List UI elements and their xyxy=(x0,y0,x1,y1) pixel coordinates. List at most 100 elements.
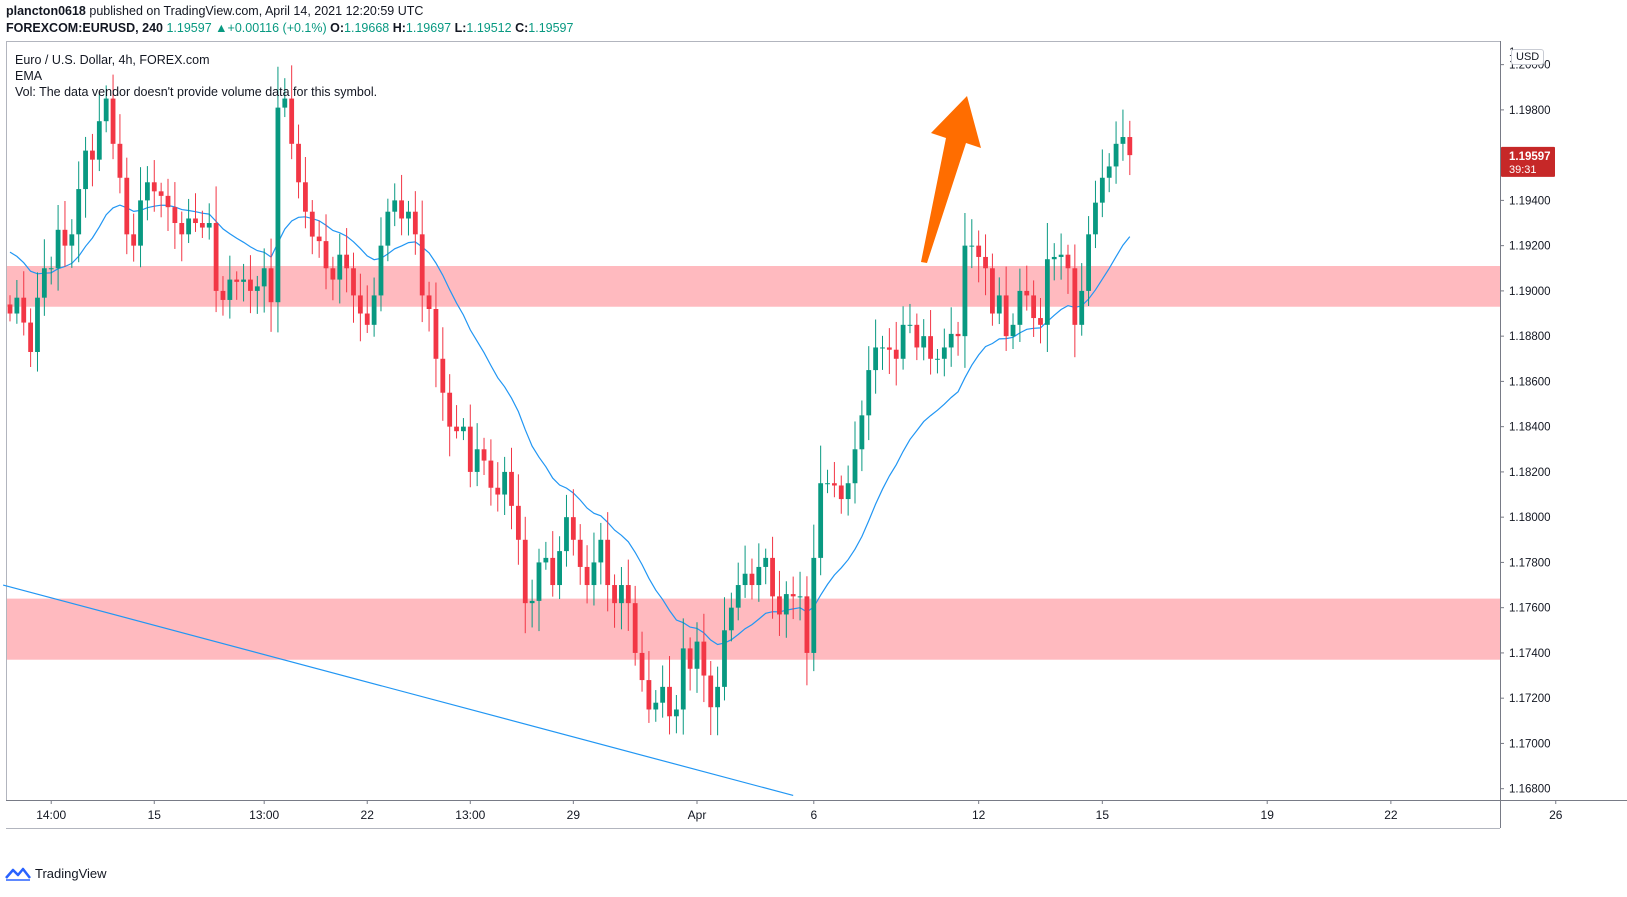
candle xyxy=(254,275,260,314)
candle-body xyxy=(103,98,109,122)
candle xyxy=(605,512,611,612)
candle-body xyxy=(172,207,178,224)
candle xyxy=(900,306,906,370)
currency-badge[interactable]: USD xyxy=(1511,49,1545,65)
candle-body xyxy=(522,539,528,604)
candle xyxy=(138,167,143,268)
candle-body xyxy=(385,211,391,246)
up-triangle-icon: ▲ xyxy=(215,21,228,35)
price-tick-label: 1.17400 xyxy=(1509,648,1551,660)
candle xyxy=(570,489,576,556)
candle xyxy=(749,558,755,600)
candle xyxy=(811,524,817,672)
candle-body xyxy=(158,191,164,196)
high-label: H: xyxy=(392,21,406,35)
candle-body xyxy=(392,200,398,212)
time-tick-label: 22 xyxy=(1384,808,1398,822)
candle xyxy=(323,214,329,290)
candle xyxy=(385,198,391,262)
time-tick-label: 14:00 xyxy=(36,808,66,822)
candle xyxy=(1120,109,1126,161)
candle-body xyxy=(715,686,721,708)
candle-body xyxy=(509,471,514,506)
candle-body xyxy=(880,347,885,349)
candle-body xyxy=(90,150,95,160)
candle xyxy=(1058,233,1064,280)
candle xyxy=(344,228,350,293)
candle-body xyxy=(941,347,947,359)
candle xyxy=(461,418,466,441)
candle xyxy=(845,465,851,516)
time-tick-label: 22 xyxy=(361,808,375,822)
legend-indicator[interactable]: EMA xyxy=(15,69,43,83)
candle-body xyxy=(687,648,693,669)
candle xyxy=(399,174,404,236)
candle-body xyxy=(852,449,858,484)
candle-body xyxy=(770,557,775,597)
footer-brand[interactable]: TradingView xyxy=(5,866,107,881)
time-axis: 14:00 15 13:00 22 13:00 29 Apr 6 12 15 19 22 26 xyxy=(36,800,1563,822)
candle-body xyxy=(625,585,631,604)
candle xyxy=(1024,265,1030,311)
header-price: 1.19597 xyxy=(166,21,212,35)
candle-body xyxy=(777,596,782,615)
candle-body xyxy=(783,594,789,615)
candle-body xyxy=(1120,137,1126,144)
candle-body xyxy=(701,641,707,676)
footer-brand-text: TradingView xyxy=(35,866,107,881)
candle-body xyxy=(7,304,13,314)
candle-body xyxy=(1106,166,1112,178)
candle-body xyxy=(515,505,521,540)
candle xyxy=(1065,244,1071,294)
time-tick-label: 29 xyxy=(567,808,581,822)
candle xyxy=(330,256,336,301)
candle-body xyxy=(543,557,549,563)
candle xyxy=(962,213,968,368)
candle xyxy=(454,405,459,439)
candle-body xyxy=(1044,259,1050,325)
candle-body xyxy=(790,594,796,597)
candle-body xyxy=(577,539,583,567)
candle-body xyxy=(138,200,143,246)
candle-body xyxy=(756,566,762,586)
candle-body xyxy=(660,686,666,703)
author-name[interactable]: plancton0618 xyxy=(6,4,86,18)
candle xyxy=(145,166,150,221)
candle xyxy=(474,423,480,487)
candle xyxy=(838,475,844,514)
candle-body xyxy=(151,182,157,192)
legend-title[interactable]: Euro / U.S. Dollar, 4h, FOREX.com xyxy=(15,53,210,67)
candle xyxy=(83,136,88,218)
candle-body xyxy=(845,483,851,500)
legend-volume-note: Vol: The data vendor doesn't provide vol… xyxy=(15,85,378,99)
candle xyxy=(28,308,34,368)
candle xyxy=(742,545,748,598)
candle xyxy=(509,447,514,530)
candle xyxy=(227,255,233,319)
bar-countdown: 39:31 xyxy=(1509,164,1537,176)
candle-body xyxy=(330,268,336,280)
candle xyxy=(241,263,246,302)
candle-body xyxy=(124,177,130,235)
candle xyxy=(557,536,562,600)
candle-body xyxy=(646,680,652,710)
tradingview-logo-icon xyxy=(5,867,31,881)
close-value: 1.19597 xyxy=(528,21,574,35)
candle xyxy=(790,576,796,620)
candle-body xyxy=(502,471,508,495)
candle xyxy=(220,276,226,316)
candle-body xyxy=(1038,318,1043,325)
candle-body xyxy=(337,254,343,280)
candle-body xyxy=(612,585,617,604)
candle-body xyxy=(419,234,425,296)
close-label: C: xyxy=(515,21,529,35)
candle-body xyxy=(35,297,40,352)
candle xyxy=(797,571,803,621)
time-tick-label: 19 xyxy=(1261,808,1275,822)
candle-body xyxy=(564,517,569,552)
candle-body xyxy=(866,370,872,416)
candle xyxy=(1003,266,1009,351)
candle xyxy=(708,661,714,736)
